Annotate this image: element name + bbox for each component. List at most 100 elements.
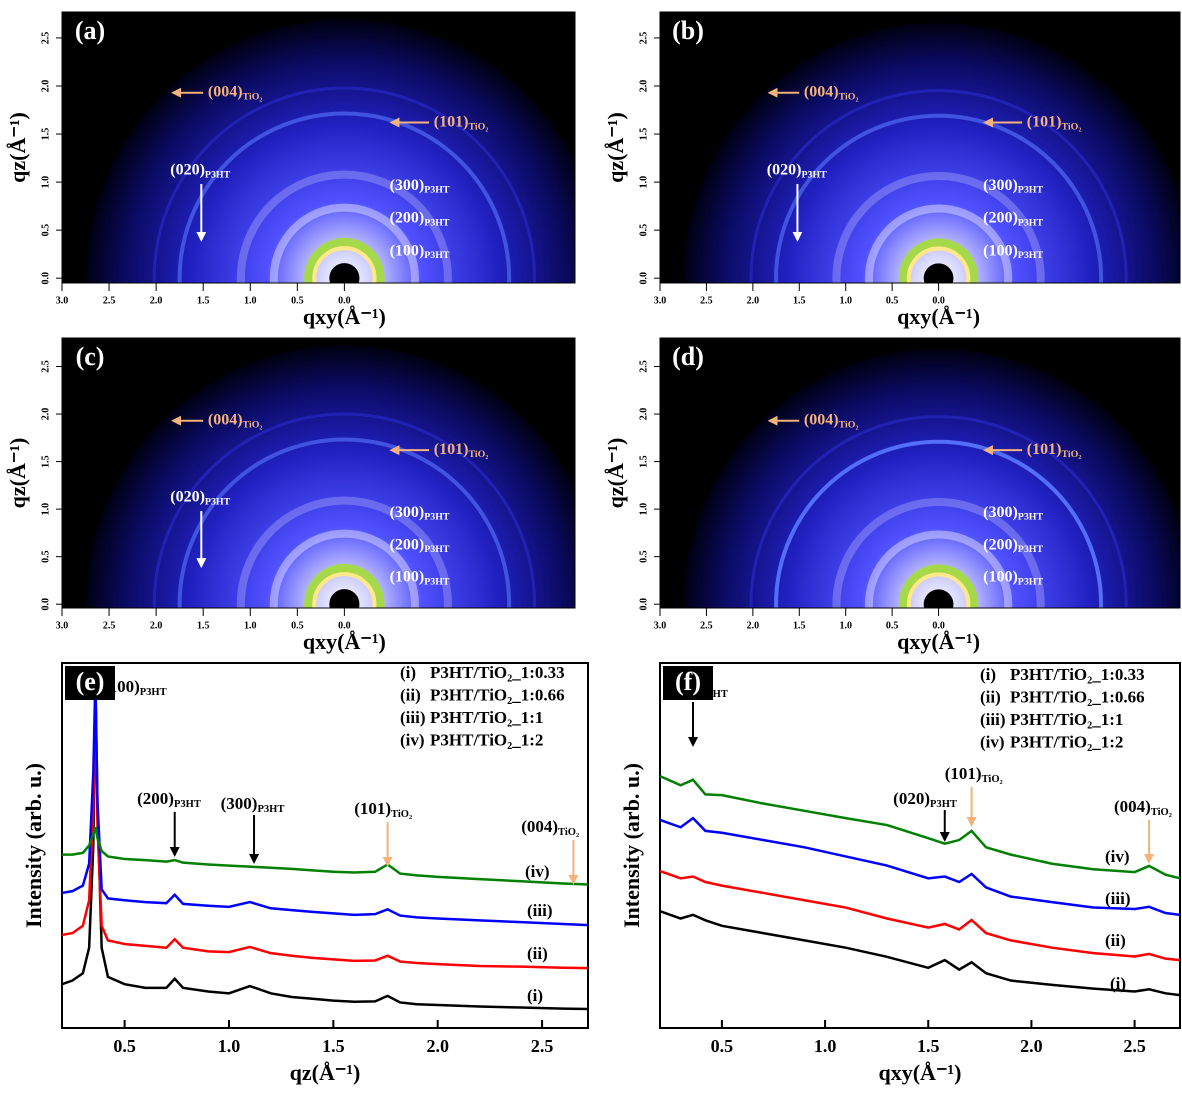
y-tick-label: 0.5: [638, 224, 649, 237]
y-tick-label: 0.5: [638, 550, 649, 563]
y-tick-label: 1.5: [40, 128, 51, 141]
y-axis-label: Intensity (arb. u.): [21, 763, 46, 928]
y-tick-label: 2.0: [638, 408, 649, 421]
x-axis-label: qxy(Å⁻¹): [897, 629, 980, 654]
x-tick-label: 1.0: [218, 1036, 241, 1056]
x-tick-label: 2.0: [150, 620, 163, 631]
x-tick-label: 0.5: [291, 620, 304, 631]
y-tick-label: 0.0: [638, 598, 649, 611]
x-axis-label: qz(Å⁻¹): [290, 1060, 361, 1085]
legend-tag: (ii): [400, 685, 421, 704]
annotation: (300)P3HT: [390, 177, 450, 196]
scattering-image: [660, 12, 1180, 283]
y-tick-label: 0.0: [40, 272, 51, 285]
y-tick-label: 0.0: [638, 272, 649, 285]
annotation: (004)TiO₂: [804, 411, 859, 430]
series-line: [659, 775, 1181, 880]
y-tick-label: 2.0: [638, 80, 649, 93]
panel-label: (e): [76, 667, 105, 696]
plot-frame: [61, 662, 589, 1029]
panel-label: (b): [672, 16, 704, 45]
annotation: (004)TiO₂: [208, 83, 263, 102]
y-tick-label: 2.5: [638, 360, 649, 373]
panel-label: (d): [672, 342, 704, 371]
legend-tag: (iii): [400, 708, 426, 727]
x-tick-label: 1.0: [244, 295, 257, 306]
y-tick-label: 2.5: [638, 32, 649, 45]
x-tick-label: 1.0: [814, 1036, 837, 1056]
panel-label-bg: [663, 15, 713, 49]
annotation: (300)P3HT: [983, 177, 1043, 196]
curve-label: (iv): [1105, 847, 1130, 866]
curve-label: (ii): [1105, 931, 1126, 950]
x-tick-label: 0.5: [113, 1036, 136, 1056]
x-tick-label: 2.0: [747, 620, 760, 631]
x-axis-label: qxy(Å⁻¹): [303, 304, 386, 329]
y-axis-label: qz(Å⁻¹): [603, 438, 628, 509]
x-tick-label: 2.0: [150, 295, 163, 306]
annotation: (101)TiO₂: [434, 441, 489, 460]
x-tick-label: 2.5: [700, 620, 713, 631]
annotation: (020)P3HT: [893, 789, 957, 811]
legend-label: P3HT/TiO₂_1:0.33: [430, 663, 565, 682]
y-tick-label: 0.5: [40, 550, 51, 563]
curve-label: (i): [1110, 974, 1126, 993]
annotation: (101)TiO₂: [434, 113, 489, 132]
annotation: (200)P3HT: [390, 536, 450, 555]
x-tick-label: 2.5: [103, 295, 116, 306]
y-tick-label: 2.5: [40, 32, 51, 45]
x-tick-label: 2.5: [1123, 1036, 1146, 1056]
scattering-image: [62, 12, 575, 283]
y-axis-label: qz(Å⁻¹): [603, 112, 628, 183]
x-tick-label: 3.0: [654, 295, 667, 306]
scattering-image: [62, 338, 575, 608]
x-tick-label: 2.0: [426, 1036, 449, 1056]
x-tick-label: 1.0: [839, 620, 852, 631]
x-tick-label: 2.0: [1020, 1036, 1043, 1056]
x-tick-label: 0.0: [338, 620, 351, 631]
legend-label: P3HT/TiO₂_1:0.66: [430, 685, 565, 704]
curve-label: (i): [527, 986, 543, 1005]
legend-label: P3HT/TiO₂_1:2: [1010, 732, 1123, 751]
annotation: (100)P3HT: [983, 242, 1043, 261]
annotation: (004)TiO₂: [1114, 797, 1172, 819]
legend-tag: (iv): [400, 730, 425, 749]
y-tick-label: 2.5: [40, 360, 51, 373]
y-tick-label: 0.5: [40, 224, 51, 237]
x-tick-label: 3.0: [56, 295, 69, 306]
x-tick-label: 2.5: [103, 620, 116, 631]
legend-label: P3HT/TiO₂_1:2: [430, 730, 543, 749]
annotation: (101)TiO₂: [1027, 113, 1082, 132]
x-tick-label: 1.5: [197, 620, 210, 631]
panel-label-bg: [65, 15, 115, 49]
x-tick-label: 1.5: [917, 1036, 940, 1056]
annotation: (200)P3HT: [983, 536, 1043, 555]
legend-tag: (i): [400, 663, 416, 682]
x-tick-label: 3.0: [56, 620, 69, 631]
x-tick-label: 0.0: [932, 295, 945, 306]
x-axis-label: qxy(Å⁻¹): [879, 1060, 962, 1085]
series-line: [659, 816, 1181, 917]
legend-label: P3HT/TiO₂_1:1: [1010, 710, 1123, 729]
y-tick-label: 1.0: [638, 176, 649, 189]
series-line: [659, 869, 1181, 962]
annotation: (020)P3HT: [767, 161, 827, 180]
annotation: (200)P3HT: [390, 209, 450, 228]
y-tick-label: 1.5: [638, 128, 649, 141]
legend-tag: (iii): [980, 710, 1006, 729]
panel-frame: [61, 11, 576, 284]
legend-tag: (iv): [980, 732, 1005, 751]
legend-tag: (i): [980, 665, 996, 684]
x-tick-label: 1.5: [793, 620, 806, 631]
x-tick-label: 2.5: [531, 1036, 554, 1056]
x-tick-label: 0.0: [338, 295, 351, 306]
annotation: (300)P3HT: [221, 794, 285, 816]
x-axis-label: qxy(Å⁻¹): [897, 304, 980, 329]
annotation: (004)TiO₂: [804, 83, 859, 102]
annotation: (100)P3HT: [390, 242, 450, 261]
x-tick-label: 2.0: [747, 295, 760, 306]
annotation: (020)P3HT: [170, 488, 230, 507]
panel-label: (c): [76, 342, 105, 371]
